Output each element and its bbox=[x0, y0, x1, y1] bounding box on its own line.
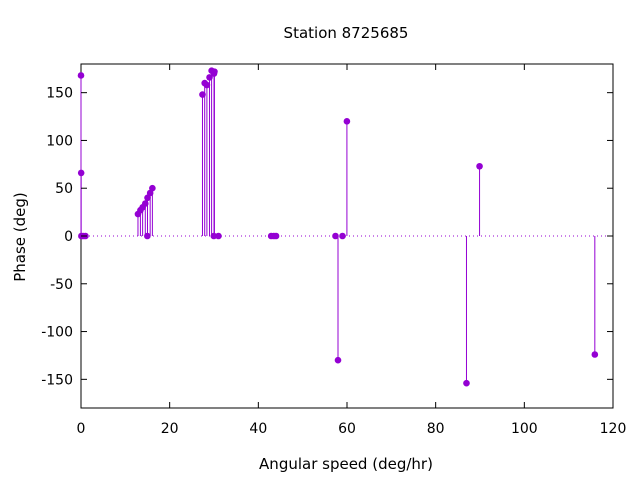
data-point bbox=[343, 118, 351, 125]
data-point bbox=[77, 72, 85, 79]
data-point bbox=[203, 81, 211, 89]
y-axis: -150 -100 -50 0 50 100 150 bbox=[41, 86, 613, 388]
y-tick-label: 0 bbox=[64, 229, 73, 245]
x-tick-label: 60 bbox=[338, 421, 356, 437]
x-axis-label: Angular speed (deg/hr) bbox=[259, 455, 433, 473]
x-tick-label: 20 bbox=[161, 421, 179, 437]
x-tick-label: 80 bbox=[427, 421, 445, 437]
y-axis-label: Phase (deg) bbox=[11, 192, 29, 282]
data-point bbox=[141, 200, 149, 207]
data-point bbox=[463, 379, 470, 387]
y-tick-label: 100 bbox=[46, 133, 73, 149]
x-tick-label: 100 bbox=[511, 421, 538, 437]
x-axis: 0 20 40 60 80 100 120 bbox=[77, 64, 627, 437]
y-tick-label: 150 bbox=[46, 86, 73, 102]
data-point bbox=[272, 232, 280, 240]
plot-area bbox=[77, 63, 614, 409]
data-point bbox=[77, 169, 85, 177]
y-tick-label: -50 bbox=[50, 277, 73, 293]
y-tick-label: -150 bbox=[41, 372, 73, 388]
y-tick-label: 50 bbox=[55, 181, 73, 197]
data-point bbox=[476, 162, 483, 170]
data-point bbox=[199, 91, 206, 98]
data-point bbox=[149, 184, 156, 192]
data-point bbox=[215, 232, 222, 240]
y-tick-label: -100 bbox=[41, 325, 73, 341]
data-point bbox=[211, 68, 218, 75]
x-tick-label: 0 bbox=[77, 421, 86, 437]
data-point bbox=[339, 232, 346, 240]
data-point bbox=[334, 356, 342, 364]
chart-title: Station 8725685 bbox=[284, 24, 409, 42]
x-tick-label: 40 bbox=[249, 421, 267, 437]
data-point bbox=[332, 232, 339, 240]
x-tick-label: 120 bbox=[600, 421, 627, 437]
data-point bbox=[591, 351, 599, 358]
